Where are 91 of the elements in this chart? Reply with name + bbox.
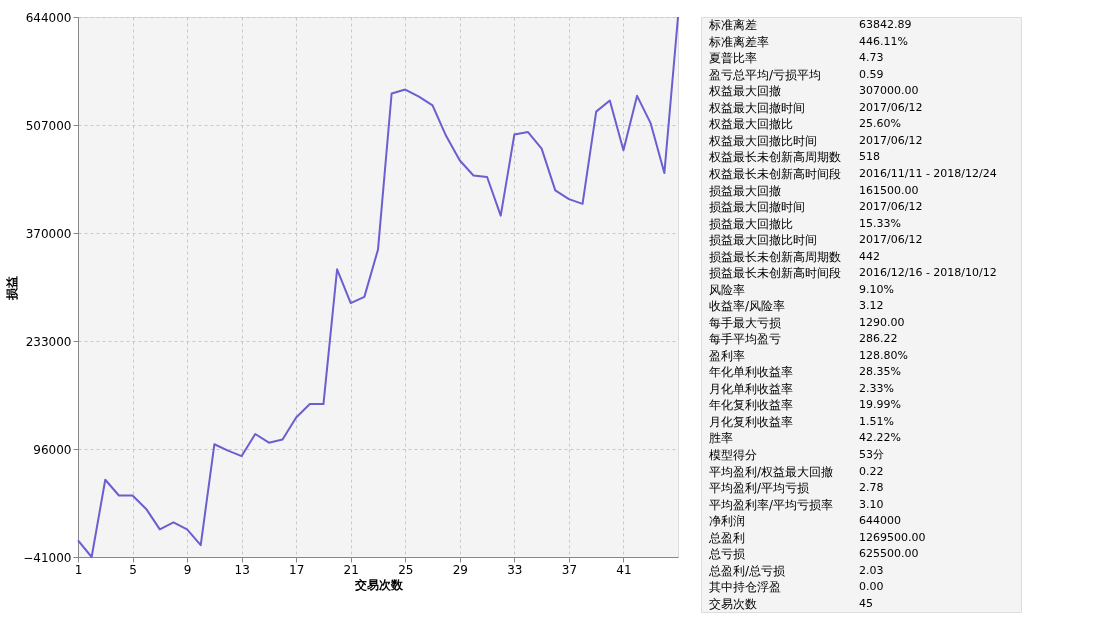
text: 1290.00: [859, 315, 905, 329]
y-tick-label: −41000: [23, 550, 72, 565]
text: 286.22: [859, 332, 898, 346]
text: 2.03: [859, 563, 884, 577]
category-label: 月化复利收益率: [709, 414, 793, 429]
text: 19.99%: [859, 398, 901, 412]
category-label: 损益最长未创新高时间段: [709, 266, 841, 281]
category-label: 胜率: [709, 431, 733, 446]
category-label: 损益最大回撤: [709, 183, 781, 198]
category-label: 夏普比率: [709, 51, 757, 66]
text: 63842.89: [859, 18, 912, 32]
category-label: 平均盈利/平均亏损: [709, 481, 810, 496]
x-tick-label: 41: [616, 562, 632, 577]
text: 128.80%: [859, 348, 908, 362]
text: 2017/06/12: [859, 200, 923, 214]
x-tick-label: 33: [507, 562, 523, 577]
text: 2017/06/12: [859, 133, 923, 147]
text: 0.22: [859, 464, 884, 478]
text: 45: [859, 596, 873, 610]
x-tick-label: 1: [74, 562, 83, 577]
y-tick-label: 233000: [25, 334, 72, 349]
text: 2017/06/12: [859, 100, 923, 114]
x-tick-label: 29: [452, 562, 468, 577]
category-label: 总亏损: [708, 547, 745, 562]
x-tick-label: 37: [561, 562, 578, 577]
category-label: 损益最大回撤时间: [709, 200, 805, 215]
x-tick-label: 17: [289, 562, 305, 577]
category-label: 标准离差: [708, 18, 757, 33]
category-label: 盈亏总平均/亏损平均: [709, 67, 822, 82]
text: 0.59: [859, 67, 884, 81]
text: 2017/06/12: [859, 233, 923, 247]
text: 3.12: [859, 299, 884, 313]
category-label: 平均盈利率/平均亏损率: [709, 497, 834, 512]
category-label: 模型得分: [709, 447, 757, 462]
category-label: 损益最大回撤比: [709, 216, 793, 231]
x-tick-label: 5: [129, 562, 137, 577]
category-label: 权益最长未创新高时间段: [708, 167, 841, 182]
category-label: 每手最大亏损: [709, 315, 781, 330]
text: 3.10: [859, 497, 884, 511]
category-label: 风险率: [709, 282, 745, 297]
category-label: 总盈利: [708, 530, 745, 545]
text: 0.00: [859, 580, 884, 594]
text: 518: [859, 150, 880, 164]
x-axis-title: 交易次数: [353, 577, 404, 592]
text: 161500.00: [859, 183, 919, 197]
text: 2016/12/16 - 2018/10/12: [859, 266, 997, 280]
category-label: 交易次数: [709, 596, 757, 611]
category-label: 损益最大回撤比时间: [709, 233, 817, 248]
text: 1269500.00: [859, 530, 926, 544]
text: 2.33%: [859, 381, 894, 395]
text: 644000: [859, 514, 901, 528]
text: 2.78: [859, 481, 884, 495]
text: 4.73: [859, 51, 884, 65]
category-label: 权益最大回撤时间: [708, 100, 805, 115]
category-label: 年化单利收益率: [709, 365, 793, 380]
category-label: 年化复利收益率: [709, 398, 793, 413]
text: 42.22%: [859, 431, 901, 445]
category-label: 收益率/风险率: [709, 299, 786, 314]
category-label: 每手平均盈亏: [709, 332, 781, 347]
category-label: 月化单利收益率: [709, 381, 793, 396]
category-label: 其中持仓浮盈: [709, 580, 781, 595]
text: 446.11%: [859, 34, 908, 48]
y-tick-label: 370000: [25, 226, 72, 241]
y-tick-label: 96000: [33, 442, 72, 457]
x-tick-label: 25: [398, 562, 414, 577]
y-axis-title: 损益: [5, 275, 20, 301]
x-tick-label: 9: [183, 562, 192, 577]
text: 1.51%: [859, 414, 894, 428]
category-label: 总盈利/总亏损: [708, 563, 786, 578]
text: 53分: [859, 447, 884, 461]
y-tick-label: 507000: [25, 118, 72, 133]
category-label: 损益最长未创新高周期数: [709, 249, 841, 264]
y-tick-label: 644000: [25, 10, 72, 25]
category-label: 盈利率: [709, 348, 745, 363]
text: 28.35%: [859, 365, 901, 379]
category-label: 权益最长未创新高周期数: [708, 150, 841, 165]
text: 2016/11/11 - 2018/12/24: [859, 167, 997, 181]
text: 625500.00: [859, 547, 919, 561]
text: 9.10%: [859, 282, 894, 296]
category-label: 平均盈利/权益最大回撤: [709, 464, 834, 479]
text: 442: [859, 249, 880, 263]
category-label: 权益最大回撤: [708, 84, 781, 99]
x-tick-label: 13: [234, 562, 250, 577]
category-label: 标准离差率: [708, 34, 769, 49]
category-label: 权益最大回撤比: [708, 117, 793, 132]
text: 25.60%: [859, 117, 901, 131]
category-label: 净利润: [709, 514, 745, 529]
x-tick-label: 21: [343, 562, 359, 577]
text: 307000.00: [859, 84, 919, 98]
category-label: 权益最大回撤比时间: [708, 133, 817, 148]
text: 15.33%: [859, 216, 901, 230]
